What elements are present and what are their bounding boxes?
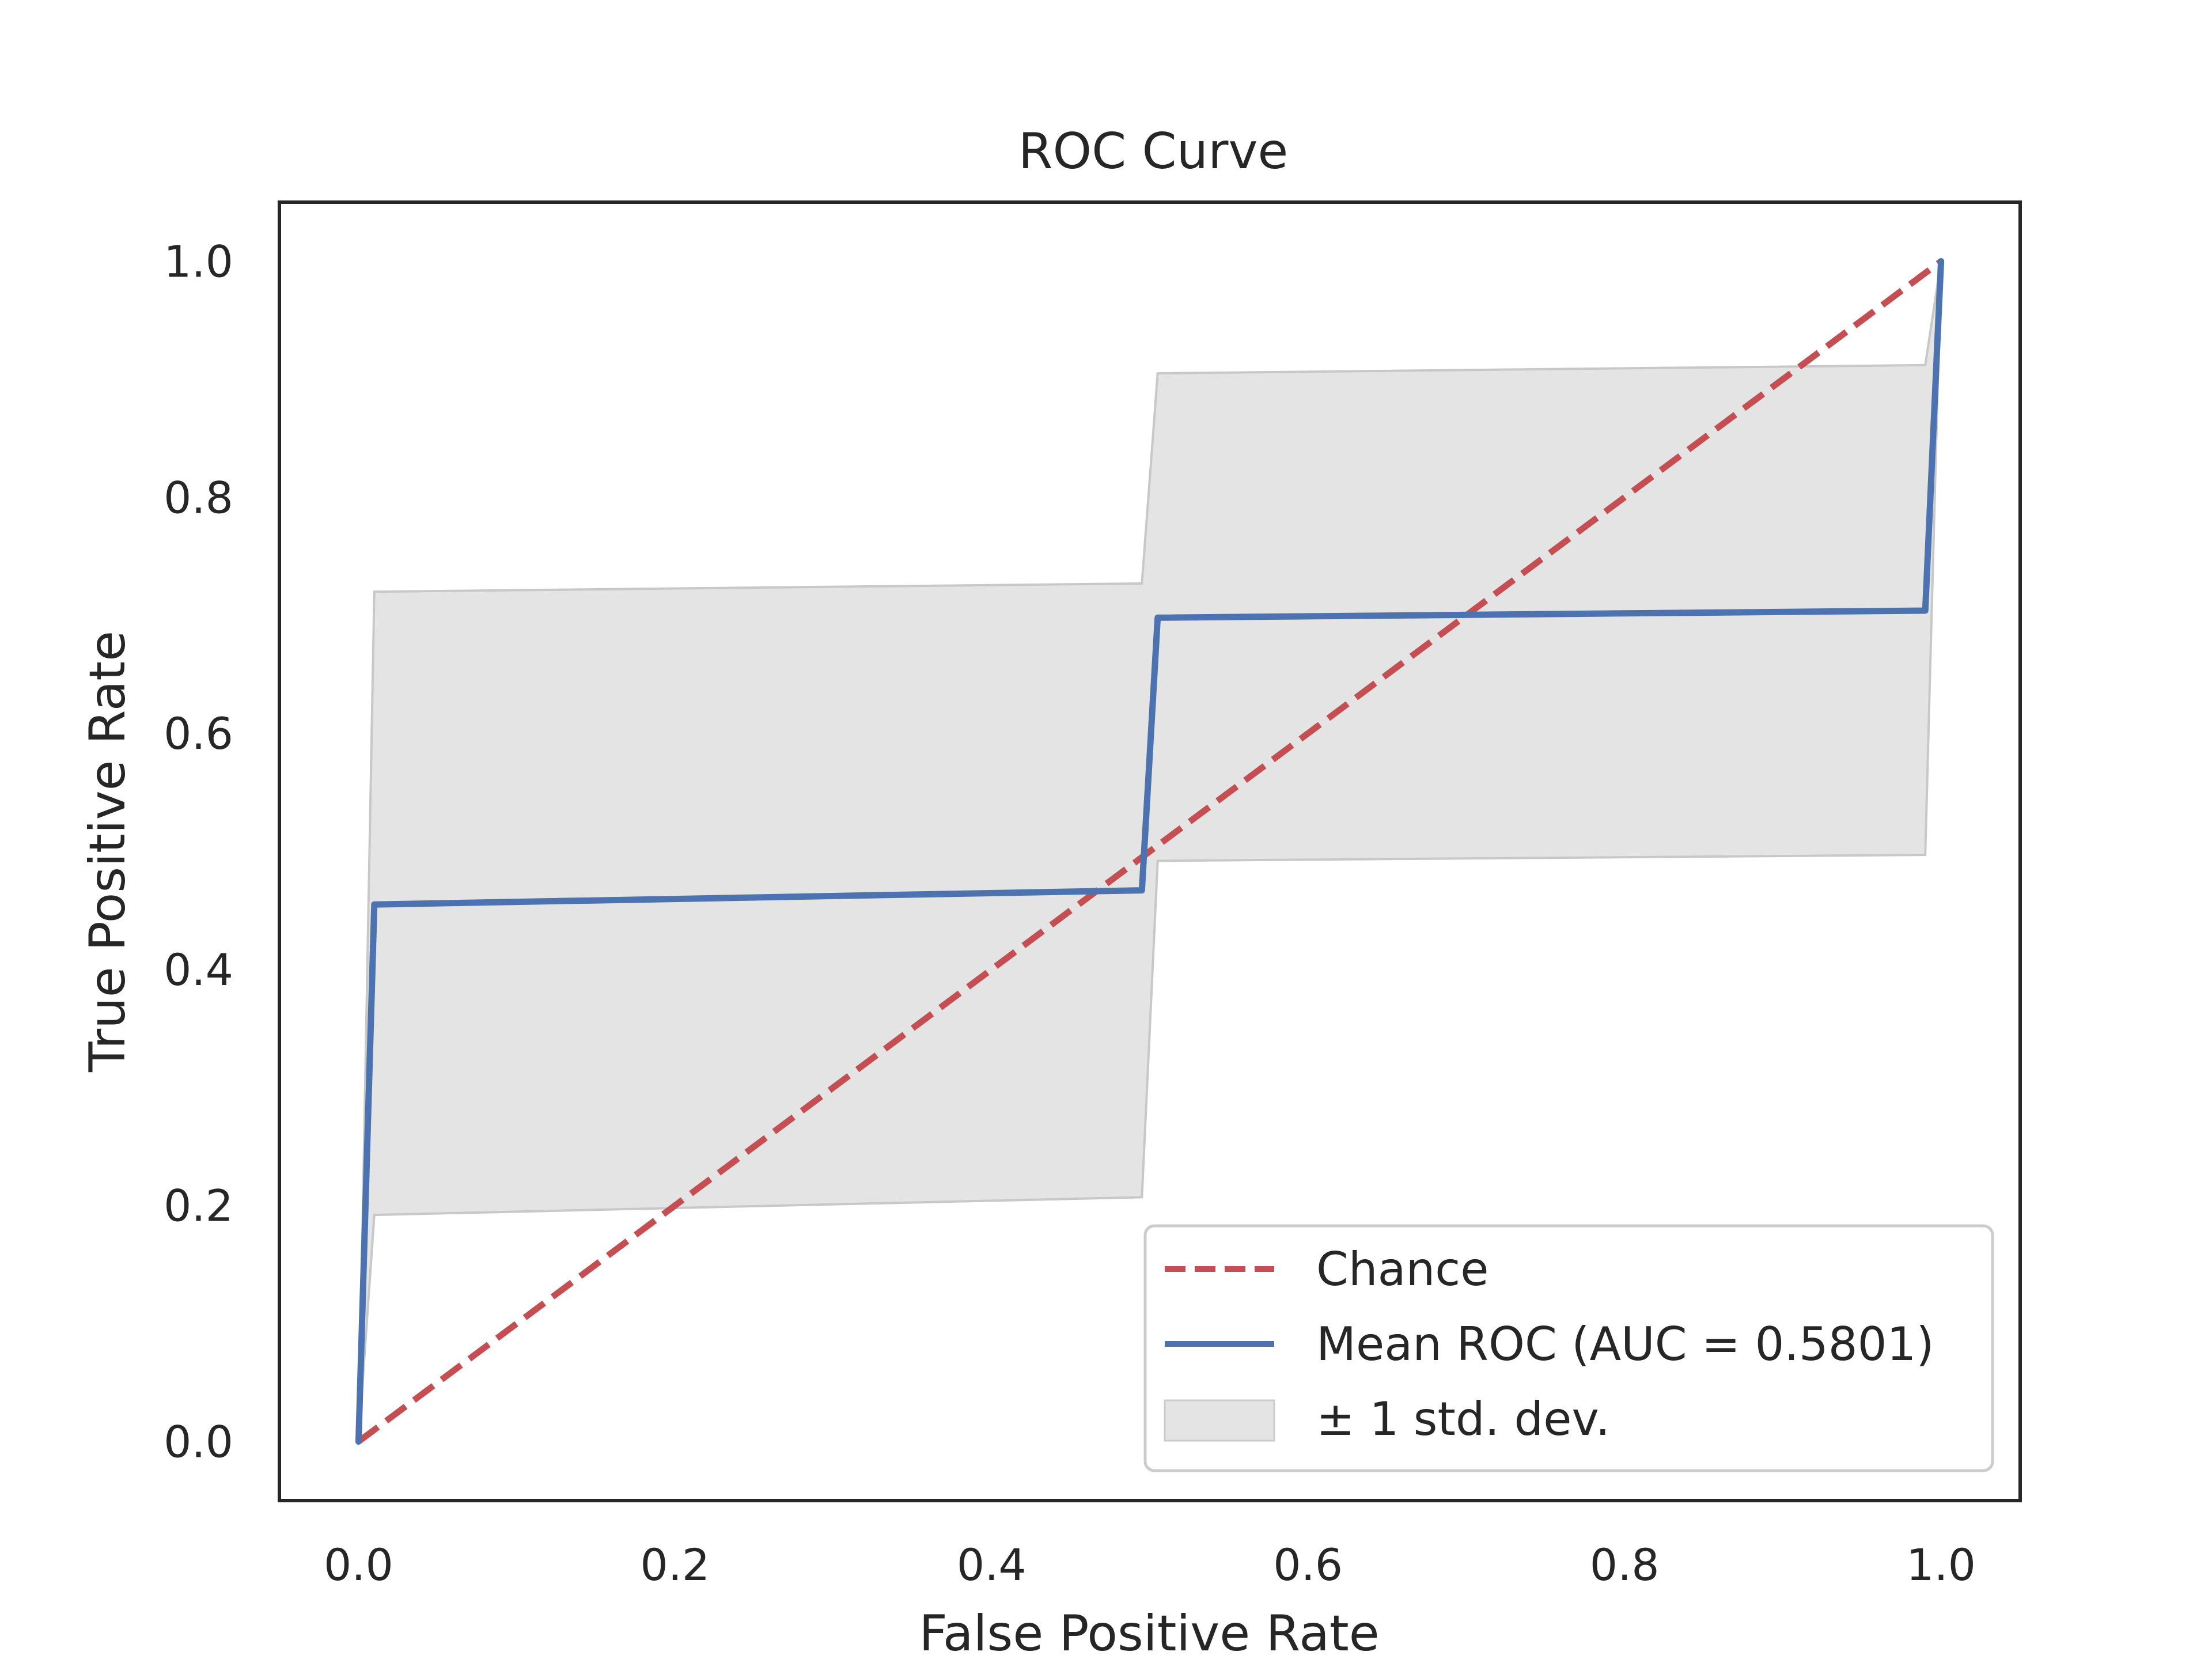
y-tick-label: 0.0 <box>164 1416 233 1468</box>
legend-chance-label: Chance <box>1316 1243 1489 1296</box>
x-axis-label: False Positive Rate <box>919 1605 1379 1659</box>
y-axis-ticks: 0.0 0.2 0.4 0.6 0.8 1.0 <box>164 236 233 1468</box>
legend-std-band-label: ± 1 std. dev. <box>1316 1392 1610 1446</box>
y-axis-label: True Positive Rate <box>79 631 137 1073</box>
y-tick-label: 1.0 <box>164 236 233 287</box>
x-tick-label: 0.2 <box>640 1539 710 1590</box>
x-tick-label: 0.0 <box>324 1539 393 1590</box>
chart-title: ROC Curve <box>1018 123 1289 180</box>
x-tick-label: 0.6 <box>1273 1539 1343 1590</box>
plot-area <box>278 200 2022 1502</box>
y-tick-label: 0.6 <box>164 708 233 759</box>
legend-std-band-swatch <box>1164 1399 1275 1442</box>
plot-frame <box>278 200 2022 1502</box>
y-tick-label: 0.2 <box>164 1180 233 1232</box>
mean-roc-line <box>355 258 1945 1445</box>
y-tick-label: 0.8 <box>164 472 233 523</box>
x-tick-label: 1.0 <box>1906 1539 1976 1590</box>
legend-box <box>1143 1224 1994 1472</box>
legend: Chance Mean ROC (AUC = 0.5801) ± 1 std. … <box>1143 1224 1994 1472</box>
x-tick-label: 0.8 <box>1590 1539 1660 1590</box>
y-tick-label: 0.4 <box>164 944 233 995</box>
legend-mean-roc-label: Mean ROC (AUC = 0.5801) <box>1316 1317 1934 1371</box>
series-layer <box>355 258 1945 1445</box>
x-tick-label: 0.4 <box>957 1539 1027 1590</box>
x-axis-ticks: 0.0 0.2 0.4 0.6 0.8 1.0 <box>324 1539 1976 1590</box>
chance-line <box>357 259 1943 1444</box>
